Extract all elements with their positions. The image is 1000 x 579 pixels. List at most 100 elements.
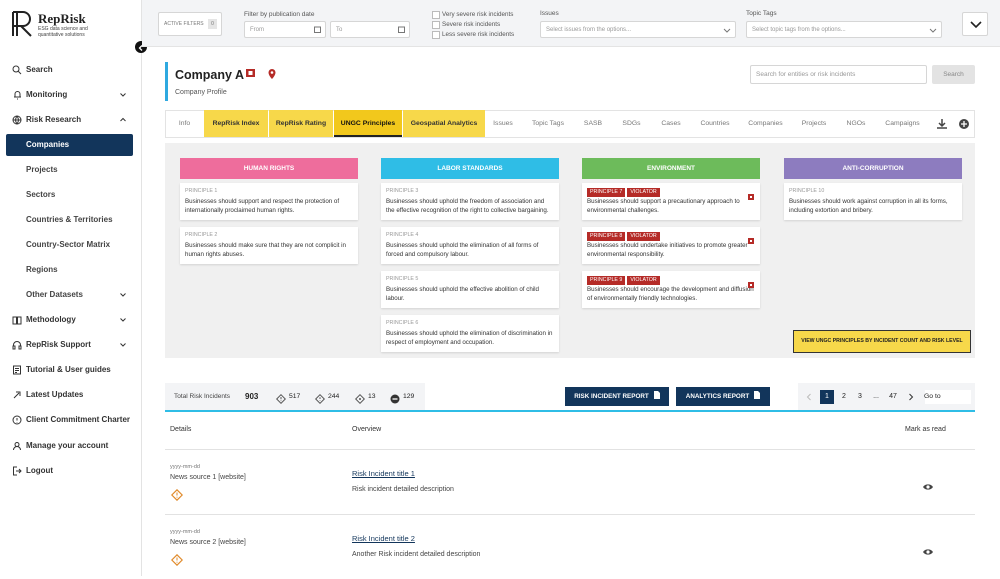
nav-item[interactable]: RepRisk Support (6, 334, 133, 356)
page-number[interactable]: 1 (820, 390, 834, 404)
nav-item[interactable]: Countries & Territories (6, 209, 133, 231)
report-button[interactable]: ANALYTICS REPORT (676, 387, 770, 406)
page-number[interactable]: 2 (842, 393, 846, 400)
nav-label: Client Commitment Charter (26, 415, 131, 424)
incident-title[interactable]: Risk Incident title 2 (352, 534, 415, 543)
nav-label: Manage your account (26, 441, 109, 450)
nav-item[interactable]: Client Commitment Charter (6, 409, 133, 431)
mark-read-icon[interactable] (922, 478, 934, 496)
nav-item[interactable]: Sectors (6, 184, 133, 206)
summary-total: 903 (245, 392, 259, 401)
principle-header: PRINCIPLE 4 (386, 232, 554, 241)
principle-label: PRINCIPLE 9 (587, 276, 626, 285)
ungc-column: HUMAN RIGHTS PRINCIPLE 1 Businesses should… (180, 158, 358, 264)
tab[interactable]: Countries (700, 120, 730, 127)
date-from-placeholder: From (250, 27, 264, 33)
tab[interactable]: UNGC Principles (334, 110, 402, 137)
nav-label: Latest Updates (26, 390, 84, 399)
active-filters[interactable]: ACTIVE FILTERS 0 (158, 12, 222, 36)
severity-checkbox[interactable]: Severe risk incidents (432, 20, 500, 30)
principle-card: PRINCIPLE 2 Businesses should make sure t… (180, 227, 358, 264)
tab[interactable]: NGOs (846, 120, 866, 127)
principle-card: PRINCIPLE 10 Businesses should work again… (784, 183, 962, 220)
nav-item[interactable]: Tutorial & User guides (6, 359, 133, 381)
principle-card: PRINCIPLE 3 Businesses should uphold the … (381, 183, 559, 220)
date-to-placeholder: To (336, 27, 343, 33)
company-flags (246, 69, 276, 79)
nav-label: Companies (26, 140, 70, 149)
nav-item[interactable]: Latest Updates (6, 384, 133, 406)
goto-label: Go to (924, 393, 941, 400)
tagline: ESG data science and quantitative soluti… (38, 26, 88, 38)
date-to[interactable]: To (330, 21, 410, 38)
severity-checkbox[interactable]: Less severe risk incidents (432, 30, 514, 40)
column-header: ANTI-CORRUPTION (784, 158, 962, 179)
count-icon (314, 391, 326, 409)
count-icon (354, 391, 366, 409)
expand-filters[interactable] (962, 12, 988, 36)
header-accent (165, 62, 168, 101)
severity-icon (170, 553, 184, 571)
severity-checkbox[interactable]: Very severe risk incidents (432, 10, 513, 20)
nav-label: Regions (26, 265, 58, 274)
search-button[interactable]: Search (932, 65, 975, 84)
column-header: LABOR STANDARDS (381, 158, 559, 179)
nav-item[interactable]: Risk Research (6, 109, 133, 131)
page-number[interactable]: 3 (858, 393, 862, 400)
tab[interactable]: RepRisk Rating (269, 110, 333, 137)
tab[interactable]: SASB (583, 120, 603, 127)
topic-tags-select[interactable]: Select topic tags from the options... (746, 21, 942, 38)
page-number[interactable]: 47 (889, 393, 897, 400)
nav-item[interactable]: Projects (6, 159, 133, 181)
status-badge: VIOLATOR (627, 188, 660, 197)
nav-label: Search (26, 65, 53, 74)
nav-label: Risk Research (26, 115, 82, 124)
principle-header: PRINCIPLE 9 VIOLATOR (587, 276, 755, 285)
tab[interactable]: RepRisk Index (204, 110, 268, 137)
sidebar: RepRisk ESG data science and quantitativ… (0, 0, 147, 576)
severity-icon (170, 488, 184, 506)
tab[interactable]: Issues (493, 120, 513, 127)
tab[interactable]: SDGs (622, 120, 641, 127)
nav-item[interactable]: Search (6, 59, 133, 81)
search-input[interactable]: Search for entities or risk incidents (750, 65, 927, 84)
nav-item[interactable]: Regions (6, 259, 133, 281)
goto[interactable]: Go to (924, 390, 971, 404)
nav-item[interactable]: Country-Sector Matrix (6, 234, 133, 256)
principle-label: PRINCIPLE 8 (587, 232, 626, 241)
nav-item[interactable]: Logout (6, 460, 133, 482)
principle-card: PRINCIPLE 8 VIOLATOR Businesses should und… (582, 227, 760, 264)
tab[interactable]: Campaigns (885, 120, 920, 127)
report-button[interactable]: RISK INCIDENT REPORT (565, 387, 669, 406)
nav-item[interactable]: Companies (6, 134, 133, 156)
principle-card: PRINCIPLE 1 Businesses should support and… (180, 183, 358, 220)
mark-read-icon[interactable] (922, 543, 934, 561)
add-icon[interactable] (958, 118, 970, 130)
tab[interactable]: Topic Tags (532, 120, 564, 127)
nav-item[interactable]: Monitoring (6, 84, 133, 106)
ungc-column: ENVIRONMENT PRINCIPLE 7 VIOLATOR Businesses… (582, 158, 760, 308)
nav-item[interactable]: Methodology (6, 309, 133, 331)
tab[interactable]: Geospatial Analytics (403, 110, 485, 137)
download-icon[interactable] (936, 118, 948, 130)
count-value: 517 (289, 393, 301, 400)
violation-icon (748, 187, 754, 205)
column-header: HUMAN RIGHTS (180, 158, 358, 179)
incident-title[interactable]: Risk Incident title 1 (352, 469, 415, 478)
tab[interactable]: Cases (661, 120, 681, 127)
nav-item[interactable]: Other Datasets (6, 284, 133, 306)
date-from[interactable]: From (244, 21, 326, 38)
nav-label: Country-Sector Matrix (26, 240, 111, 249)
status-badge: VIOLATOR (627, 232, 660, 241)
nav-label: Logout (26, 466, 54, 475)
tab[interactable]: Info (178, 120, 191, 127)
principle-card: PRINCIPLE 6 Businesses should uphold the … (381, 315, 559, 352)
tab[interactable]: Projects (801, 120, 827, 127)
principle-card: PRINCIPLE 5 Businesses should uphold the … (381, 271, 559, 308)
ungc-detail-button[interactable]: VIEW UNGC PRINCIPLES BY INCIDENT COUNT A… (793, 330, 971, 353)
page-number: ... (873, 393, 879, 400)
pagination: 1 2 3... 47 Go to (798, 383, 975, 410)
issues-select[interactable]: Select issues from the options... (540, 21, 736, 38)
tab[interactable]: Companies (748, 120, 783, 127)
nav-item[interactable]: Manage your account (6, 435, 133, 457)
